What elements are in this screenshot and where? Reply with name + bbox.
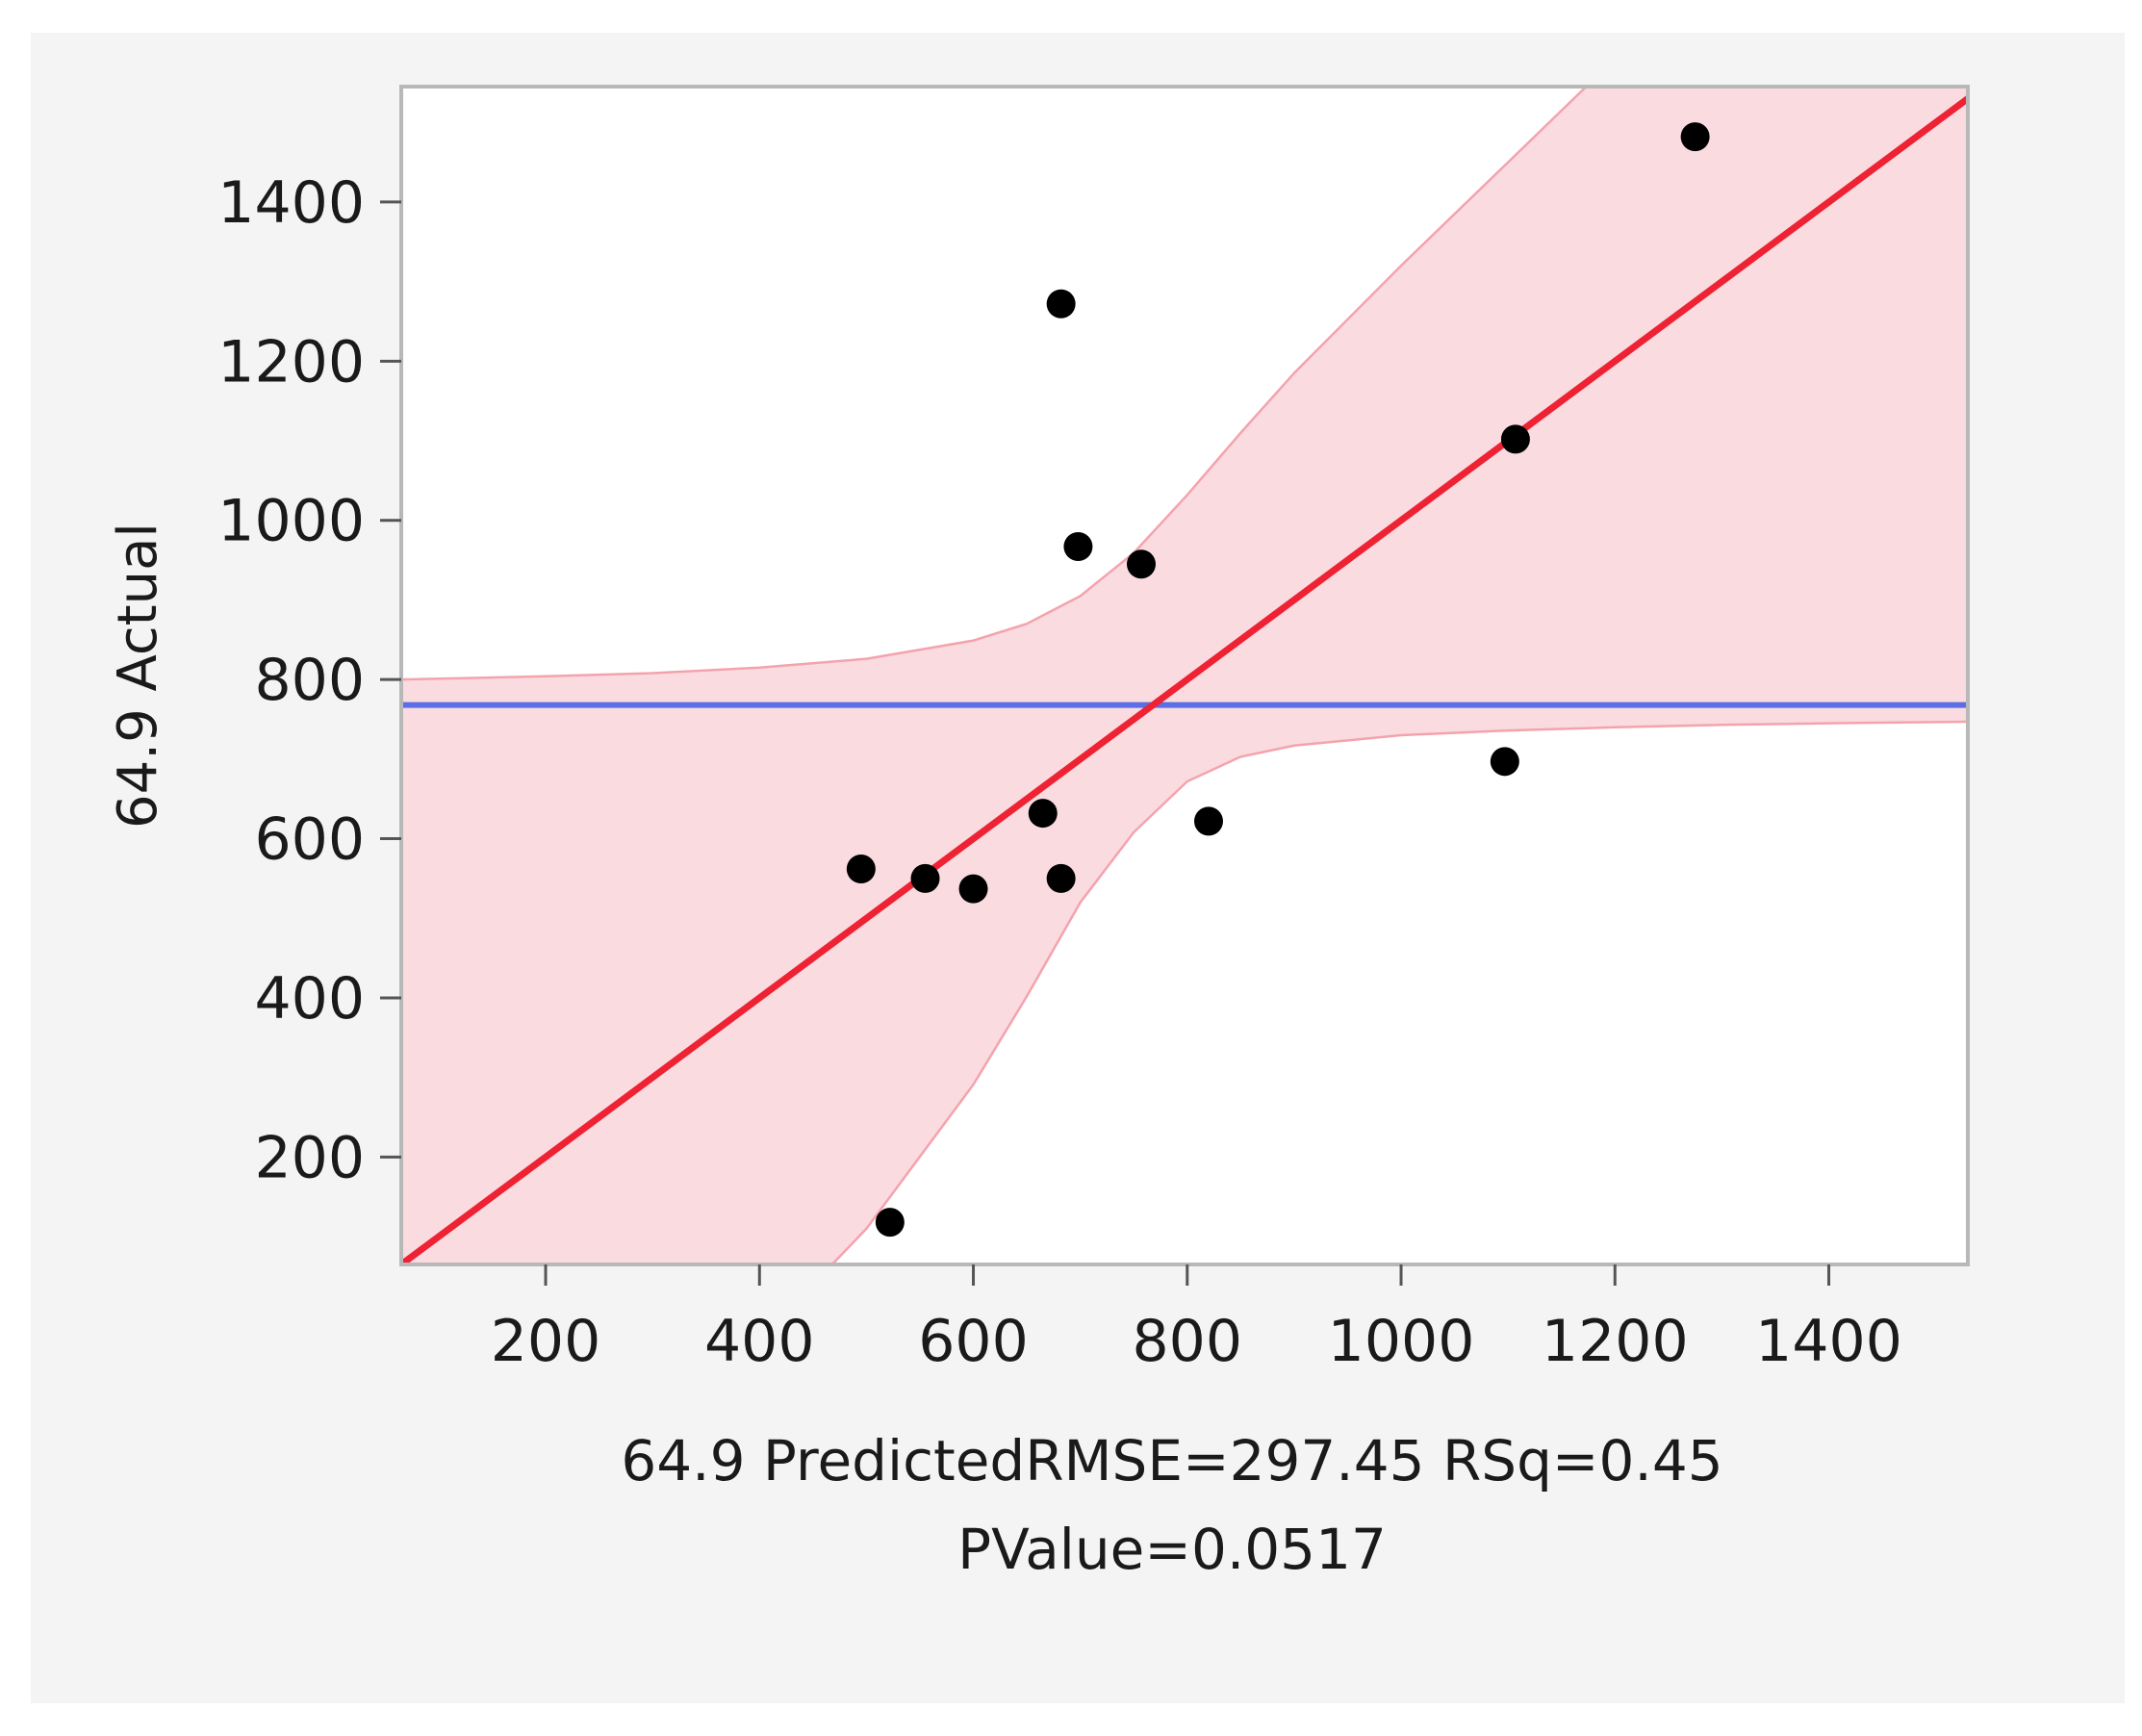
y-tick-label: 800 [254, 647, 365, 714]
x-tick-label: 800 [1133, 1308, 1243, 1375]
chart-panel: 200 400 600 800 1000 1200 1400 200 400 600 800 1000… [31, 33, 2125, 1703]
fit-line [401, 95, 1968, 1264]
data-point [1500, 424, 1530, 454]
data-point [1490, 747, 1519, 777]
data-point [1126, 549, 1156, 579]
plot-frame [399, 85, 1970, 1266]
data-point [875, 1208, 905, 1238]
y-tick-label: 1200 [217, 328, 365, 396]
plot-layer [401, 87, 1968, 1264]
data-point [958, 874, 988, 904]
stats-pvalue: PValue=0.0517 [957, 1517, 1387, 1582]
x-axis-stats-line-1: 64.9 PredictedRMSE=297.45 RSq=0.45 [621, 1428, 1722, 1493]
x-tick-label: 200 [491, 1308, 601, 1375]
y-tick-label: 1400 [217, 169, 365, 237]
data-point [1046, 289, 1076, 319]
x-tick-label: 1400 [1755, 1308, 1902, 1375]
data-point [1028, 799, 1058, 829]
data-point [1063, 532, 1093, 562]
x-tick-label: 1000 [1328, 1308, 1475, 1375]
y-tick-label: 600 [254, 806, 365, 874]
data-point [1194, 806, 1224, 836]
y-axis-title: 64.9 Actual [107, 523, 169, 829]
data-point [910, 863, 940, 893]
x-tick-label: 400 [704, 1308, 815, 1375]
y-tick-label: 200 [254, 1124, 365, 1191]
axes-layer: 200 400 600 800 1000 1200 1400 200 400 600 800 1000… [217, 169, 1902, 1375]
x-axis-title: 64.9 Predicted [621, 1428, 1025, 1493]
actual-by-predicted-chart: 200 400 600 800 1000 1200 1400 200 400 600 800 1000… [107, 85, 1970, 1582]
data-point [1680, 122, 1710, 152]
confidence-band-upper [401, 87, 1589, 681]
confidence-band-lower [829, 720, 1968, 1264]
y-tick-label: 1000 [217, 488, 365, 555]
x-tick-label: 1200 [1542, 1308, 1689, 1375]
x-tick-label: 600 [918, 1308, 1029, 1375]
y-tick-label: 400 [254, 965, 365, 1033]
data-point [1046, 863, 1076, 893]
data-point [846, 854, 876, 883]
stats-rmse-rsq: RMSE=297.45 RSq=0.45 [1025, 1428, 1722, 1493]
